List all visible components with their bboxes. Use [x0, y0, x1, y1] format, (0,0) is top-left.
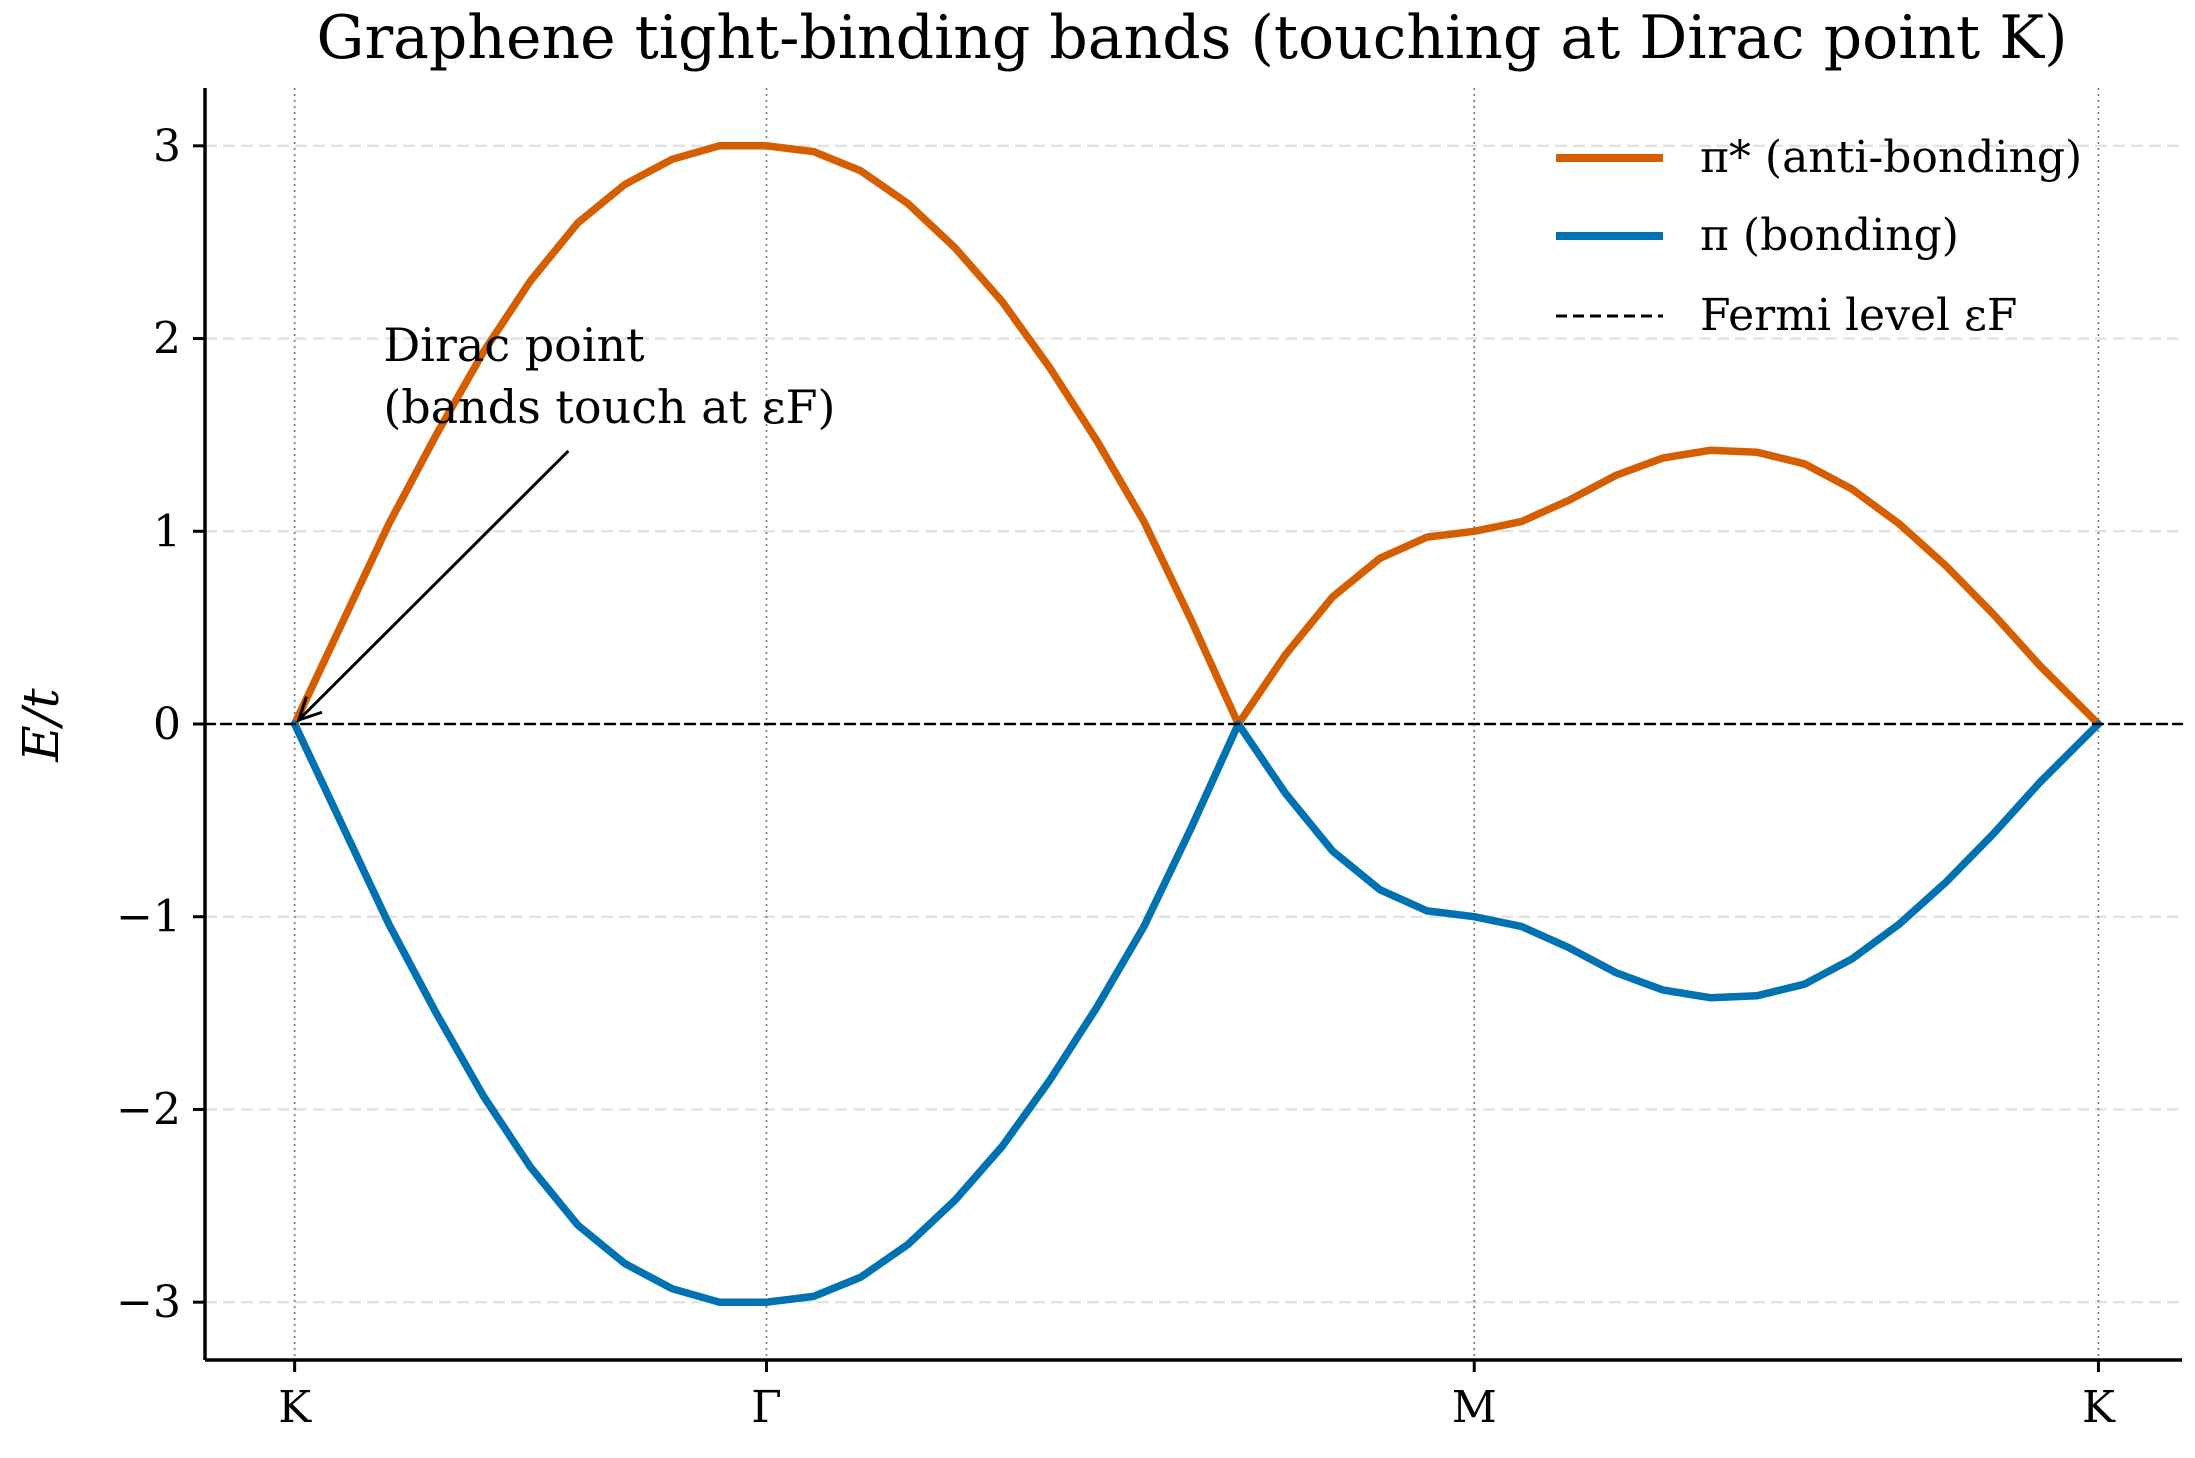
- chart-title: Graphene tight-binding bands (touching a…: [317, 3, 2068, 73]
- y-tick-label-4: 1: [153, 506, 181, 557]
- x-tick-label-2: M: [1452, 1382, 1497, 1433]
- series-layer: [203, 142, 2184, 1306]
- legend: π* (anti-bonding) π (bonding) Fermi leve…: [1556, 132, 2082, 341]
- dirac-point-annotation: Dirac point (bands touch at εF): [296, 318, 835, 723]
- annotation-line-1: Dirac point: [383, 318, 645, 372]
- annotation-line-2: (bands touch at εF): [383, 380, 835, 434]
- y-ticks: −3 −2 −1 0 1 2 3: [116, 121, 205, 1328]
- series-line-0: [290, 142, 2103, 728]
- x-tick-label-1: Γ: [751, 1382, 782, 1433]
- y-tick-label-1: −2: [116, 1084, 181, 1135]
- legend-label-bonding: π (bonding): [1700, 210, 1959, 261]
- y-tick-label-5: 2: [153, 314, 181, 365]
- legend-label-fermi: Fermi level εF: [1700, 290, 2017, 341]
- x-tick-label-0: K: [278, 1382, 312, 1433]
- grid-layer: [205, 144, 2182, 1304]
- legend-label-antibonding: π* (anti-bonding): [1700, 132, 2082, 183]
- series-line-1: [290, 720, 2103, 1306]
- y-tick-label-3: 0: [153, 699, 181, 750]
- y-axis-label: E/t: [12, 687, 70, 762]
- annotation-arrow: [297, 449, 570, 722]
- y-tick-label-0: −3: [116, 1277, 181, 1328]
- annotation-arrowhead: [296, 696, 323, 723]
- y-tick-label-2: −1: [116, 892, 181, 943]
- y-tick-label-6: 3: [153, 121, 181, 172]
- x-tick-label-3: K: [2082, 1382, 2116, 1433]
